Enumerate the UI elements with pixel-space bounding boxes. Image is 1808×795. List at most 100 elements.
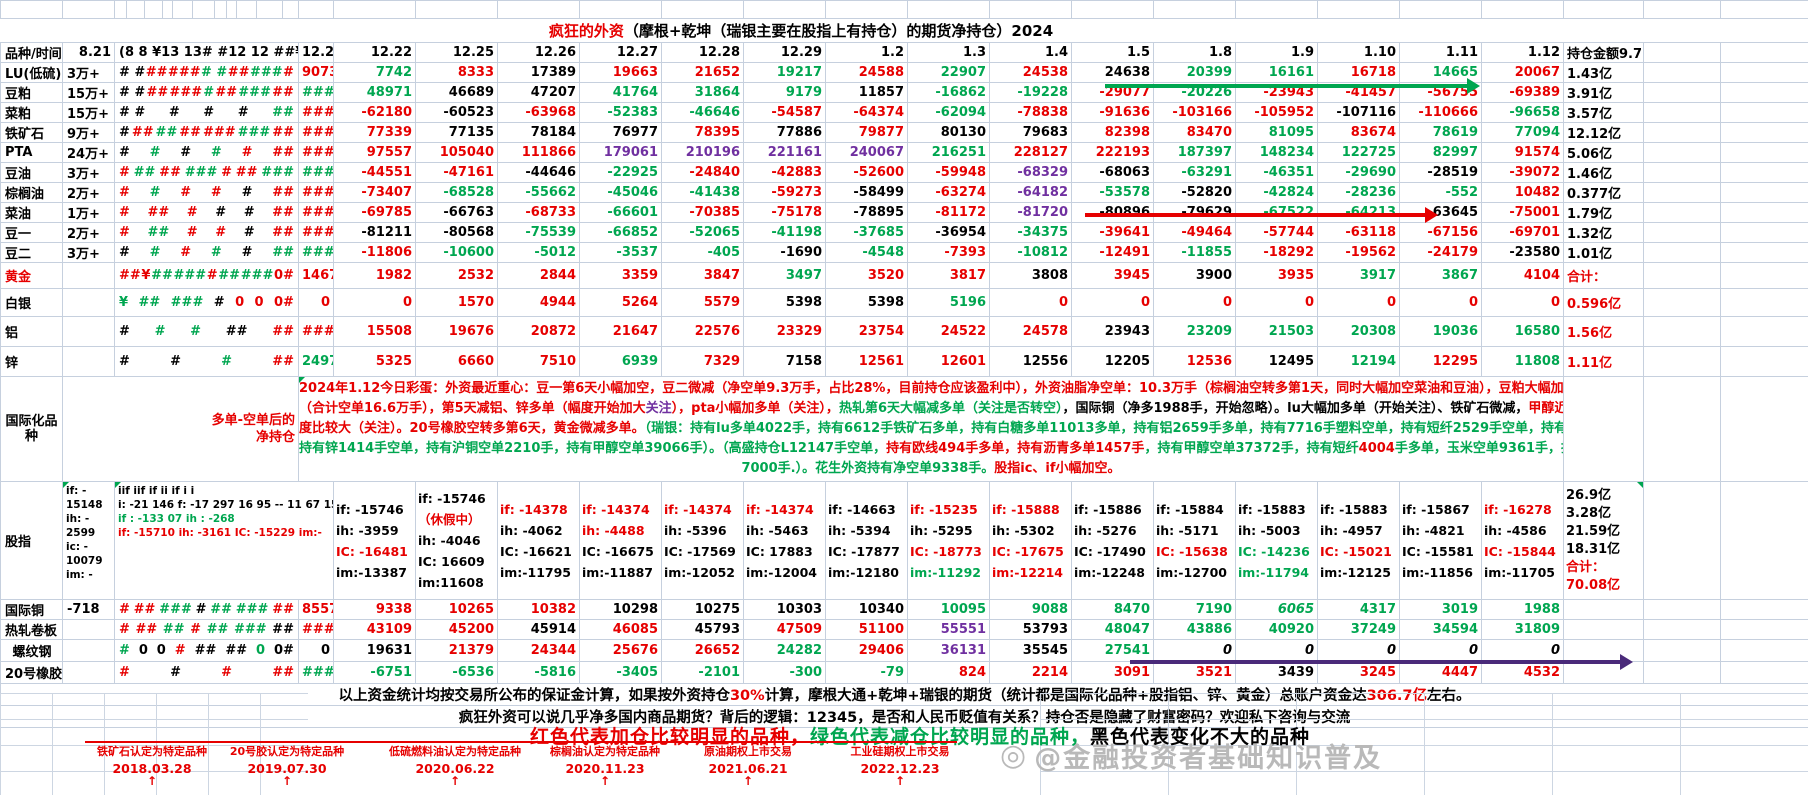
- value-cell: -58499: [825, 182, 908, 203]
- index-line: im:-11705: [1484, 562, 1561, 583]
- text-segment: -20226: [1181, 85, 1232, 100]
- text-segment: #: [186, 225, 198, 240]
- text-segment: ih: -5295: [910, 522, 973, 538]
- index-line: ih: -5295: [910, 520, 987, 541]
- cell-12-2: ####: [298, 619, 334, 640]
- text-segment: ##: [272, 324, 294, 339]
- top-strip-cell: [226, 0, 237, 19]
- text-segment: 0: [1550, 643, 1560, 658]
- volume-cell: 9万+: [62, 122, 115, 143]
- text-segment: 36131: [940, 643, 986, 658]
- text-segment: -405: [707, 245, 740, 260]
- index-line: ih: -5276: [1074, 520, 1151, 541]
- hash-marks: #######: [119, 185, 294, 200]
- text-segment: 77094: [1514, 125, 1560, 140]
- text-segment: ##: [146, 85, 169, 100]
- value-cell: -107116: [1317, 102, 1400, 123]
- text-segment: 1.4: [1044, 45, 1068, 60]
- text-segment: 9338: [375, 602, 412, 617]
- header-12-2: 12.2: [298, 42, 334, 63]
- text-segment: 15508: [366, 324, 412, 339]
- top-strip-cell: [162, 0, 173, 19]
- index-line: if: -15888: [992, 499, 1069, 520]
- value-cell: -79: [825, 661, 908, 684]
- cell-12-2: ####: [298, 82, 334, 103]
- value-cell: -10600: [415, 242, 498, 263]
- value-cell: 78619: [1399, 122, 1482, 143]
- cell-12-2: ###: [298, 102, 334, 123]
- text-segment: 0: [1304, 295, 1314, 310]
- text-segment: 17389: [530, 65, 576, 80]
- text-segment: if : -133 07 ih : -268: [118, 513, 235, 525]
- text-segment: -24179: [1427, 245, 1478, 260]
- value-cell: 23329: [743, 316, 826, 347]
- text-segment: #: [180, 245, 192, 260]
- text-segment: ##: [272, 622, 294, 637]
- cell-12-2: ####: [298, 142, 334, 163]
- text-segment: 12536: [1186, 354, 1232, 369]
- text-segment: ##: [133, 165, 156, 180]
- text-segment: -41457: [1345, 85, 1396, 100]
- index-line: if: -14378: [500, 499, 577, 520]
- text-segment: ##: [272, 665, 294, 680]
- value-cell: 23943: [1071, 316, 1154, 347]
- text-segment: 铁矿石: [5, 127, 45, 142]
- text-segment: ###: [237, 125, 271, 140]
- text-segment: i: -21 146 f: -17 297 16 95 -- 11 67 156…: [118, 499, 333, 511]
- value-cell: 10382: [497, 599, 580, 620]
- value-cell: 77339: [333, 122, 416, 143]
- empty-cell: [1643, 346, 1721, 377]
- value-cell: 4317: [1317, 599, 1400, 620]
- text-segment: 1.79亿: [1567, 207, 1613, 222]
- text-segment: 10079: [66, 555, 103, 567]
- text-segment: -19228: [1017, 85, 1068, 100]
- volume-cell: [62, 288, 115, 317]
- index-line: im:-12004: [746, 562, 823, 583]
- top-strip-cell: [825, 0, 908, 19]
- empty-cell: [1720, 619, 1808, 640]
- index-line: im:-11292: [910, 562, 987, 583]
- text-segment: 1.56亿: [1567, 326, 1613, 341]
- index-line: if: -15746: [336, 499, 413, 520]
- text-segment: -5816: [534, 665, 576, 680]
- text-segment: #: [190, 324, 202, 339]
- value-cell: 10482: [1481, 182, 1564, 203]
- text-segment: 12.29: [780, 45, 822, 60]
- value-cell: -41198: [743, 222, 826, 243]
- text-segment: ih: -5171: [1156, 522, 1219, 538]
- text-segment: #: [149, 185, 161, 200]
- value-cell: -47161: [415, 162, 498, 183]
- value-cell: 81095: [1235, 122, 1318, 143]
- cell-12-2: ###: [298, 182, 334, 203]
- header-date: 1.3: [907, 42, 990, 63]
- text-segment: ###: [302, 225, 334, 240]
- text-segment: if: -15235: [910, 501, 978, 517]
- text-segment: -67156: [1427, 225, 1478, 240]
- value-cell: 3817: [907, 262, 990, 289]
- text-segment: 77339: [366, 125, 412, 140]
- text-segment: 4532: [1523, 665, 1560, 680]
- text-segment: -73407: [361, 185, 412, 200]
- text-segment: ###: [249, 65, 283, 80]
- text-segment: 210196: [685, 145, 740, 160]
- value-cell: 22907: [907, 62, 990, 83]
- top-strip-cell: [333, 0, 416, 19]
- text-segment: -81720: [1017, 205, 1068, 220]
- top-strip-cell: [0, 0, 63, 19]
- value-cell: 21503: [1235, 316, 1318, 347]
- value-cell: -103166: [1153, 102, 1236, 123]
- index-line: im:-12125: [1320, 562, 1397, 583]
- value-cell: -37685: [825, 222, 908, 243]
- text-segment: 3817: [949, 268, 986, 283]
- text-segment: 3945: [1113, 268, 1150, 283]
- text-segment: 111866: [521, 145, 576, 160]
- text-segment: im:-12248: [1074, 564, 1145, 580]
- text-segment: ，国际铜（净多1988手，开始忽略）。lu大幅加多单（开始关注）、铁矿石微减，: [1062, 401, 1529, 416]
- amount-cell: 1.79亿: [1563, 202, 1644, 223]
- index-line: ih: -4821: [1402, 520, 1479, 541]
- text-segment: 26652: [694, 643, 740, 658]
- text-segment: -68063: [1099, 165, 1150, 180]
- text-segment: 83674: [1350, 125, 1396, 140]
- text-segment: 2844: [539, 268, 576, 283]
- milestone-date: 2020.11.23: [565, 761, 645, 776]
